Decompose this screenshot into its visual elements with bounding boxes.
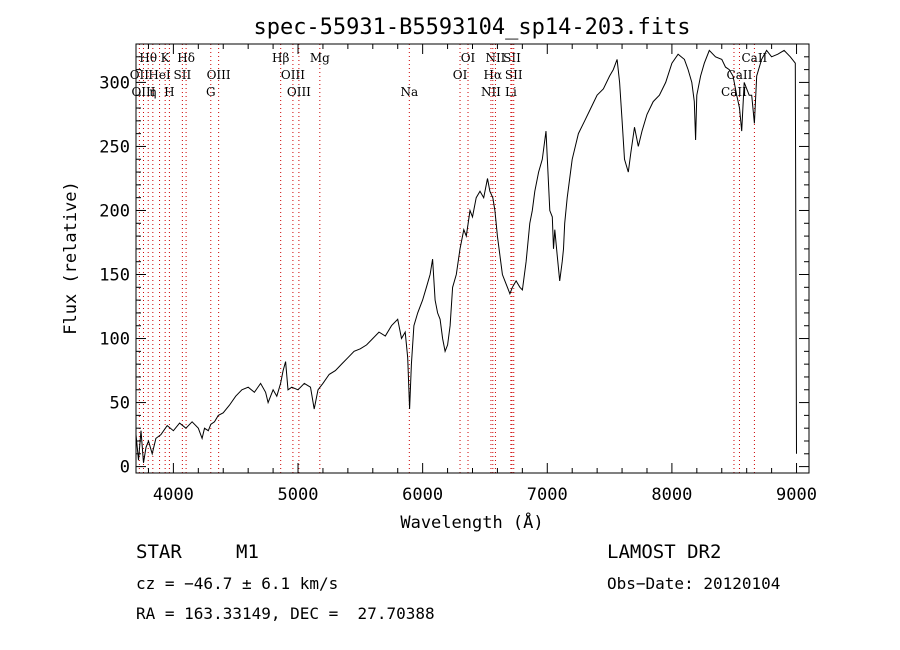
object-subclass: M1 xyxy=(236,541,259,563)
line-marker-label: Hβ xyxy=(272,51,289,65)
y-axis: 0 50 100 150 200 250 300 xyxy=(99,56,809,478)
line-marker-label: HeI xyxy=(148,68,171,82)
obs-date: Obs−Date: 20120104 xyxy=(607,574,781,593)
spectrum-line xyxy=(135,49,797,463)
line-marker-label: Na xyxy=(400,85,418,99)
y-tick-label: 300 xyxy=(99,73,130,93)
redshift-cz: cz = −46.7 ± 6.1 km/s xyxy=(136,574,339,593)
line-marker-label: SII xyxy=(503,51,521,65)
line-marker-label: CaII xyxy=(727,68,753,82)
line-marker-label: Mg xyxy=(310,51,330,65)
y-tick-label: 150 xyxy=(99,266,130,286)
y-tick-label: 100 xyxy=(99,330,130,350)
line-marker-label: Hθ xyxy=(139,51,157,65)
line-marker-label: η xyxy=(149,85,156,99)
y-tick-label: 0 xyxy=(120,458,130,478)
y-axis-label: Flux (relative) xyxy=(61,181,81,335)
x-tick-label: 5000 xyxy=(278,485,319,505)
y-tick-label: 250 xyxy=(99,137,130,157)
x-axis: 4000 5000 6000 7000 8000 9000 xyxy=(147,44,817,505)
line-marker-label: Hδ xyxy=(177,51,195,65)
x-tick-label: 7000 xyxy=(527,485,568,505)
x-tick-label: 6000 xyxy=(402,485,443,505)
survey-name: LAMOST DR2 xyxy=(607,541,722,563)
x-tick-label: 9000 xyxy=(776,485,817,505)
object-class: STAR xyxy=(136,541,182,563)
line-marker-label: SII xyxy=(505,68,523,82)
x-tick-label: 8000 xyxy=(651,485,692,505)
chart-title: spec-55931-B5593104_sp14-203.fits xyxy=(253,15,690,40)
line-marker-label: NII xyxy=(481,85,501,99)
x-tick-label: 4000 xyxy=(153,485,194,505)
line-marker-label: G xyxy=(206,85,216,99)
line-marker-label: K xyxy=(161,51,171,65)
line-marker-label: Hα xyxy=(484,68,503,82)
line-marker-label: NII xyxy=(485,51,505,65)
coordinates: RA = 163.33149, DEC = 27.70388 xyxy=(136,604,435,623)
line-marker-label: OII xyxy=(130,68,150,82)
line-marker-label: OI xyxy=(461,51,476,65)
line-marker-label: H xyxy=(164,85,174,99)
line-marker-label: OIII xyxy=(281,68,305,82)
line-marker-label: OI xyxy=(453,68,468,82)
plot-frame xyxy=(135,43,810,474)
line-marker-label: CaII xyxy=(741,51,767,65)
y-tick-label: 50 xyxy=(110,394,130,414)
x-axis-label: Wavelength (Å) xyxy=(400,511,543,533)
line-marker-label: SII xyxy=(174,68,192,82)
line-marker-label: Li xyxy=(505,85,517,99)
line-marker-label: OIII xyxy=(287,85,311,99)
y-tick-label: 200 xyxy=(99,201,130,221)
line-marker-label: OIII xyxy=(207,68,231,82)
line-marker-label: CaII xyxy=(721,85,747,99)
